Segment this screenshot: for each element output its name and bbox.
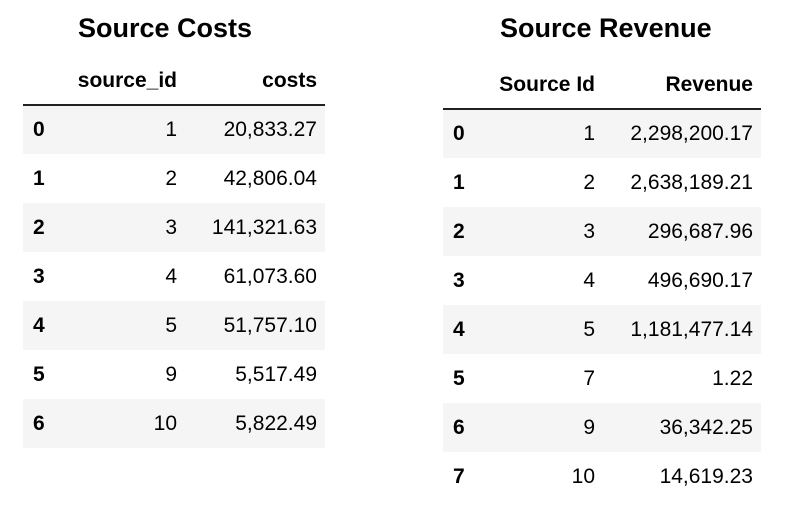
table-row: 4 5 1,181,477.14 [443, 305, 761, 354]
costs-costs-cell: 5,822.49 [235, 411, 317, 435]
costs-source-id-cell: 10 [153, 411, 177, 435]
costs-costs-header: costs [185, 58, 325, 106]
revenue-revenue-cell: 1.22 [712, 366, 753, 390]
revenue-table-body: 0 1 2,298,200.17 1 2 2,638,189.21 2 3 296,687.96… [443, 109, 761, 501]
costs-index-header [23, 58, 65, 106]
revenue-source-id-cell: 4 [583, 268, 595, 292]
costs-source-id-cell: 4 [165, 264, 177, 288]
table-row: 6 9 36,342.25 [443, 403, 761, 452]
revenue-index-cell: 2 [453, 219, 465, 243]
revenue-index-cell: 5 [453, 366, 465, 390]
revenue-source-id-cell: 7 [583, 366, 595, 390]
revenue-revenue-cell: 2,638,189.21 [630, 170, 753, 194]
costs-source-id-cell: 9 [165, 362, 177, 386]
costs-index-cell: 0 [33, 118, 45, 141]
costs-table: source_id costs 0 1 20,833.27 1 2 42,806.04 2 3… [23, 58, 325, 448]
table-row: 0 1 20,833.27 [23, 105, 325, 154]
revenue-source-id-cell: 10 [571, 464, 595, 488]
costs-source-id-cell: 2 [165, 166, 177, 190]
table-row: 2 3 296,687.96 [443, 207, 761, 256]
revenue-source-id-header: Source Id [485, 62, 603, 110]
costs-source-id-cell: 5 [165, 313, 177, 337]
revenue-revenue-cell: 14,619.23 [659, 464, 753, 488]
revenue-source-id-cell: 1 [583, 122, 595, 145]
revenue-table: Source Id Revenue 0 1 2,298,200.17 1 2 2,638,… [443, 62, 761, 501]
costs-table-body: 0 1 20,833.27 1 2 42,806.04 2 3 141,321.63 3 4 61,0… [23, 105, 325, 448]
costs-index-cell: 5 [33, 362, 45, 386]
table-row: 5 7 1.22 [443, 354, 761, 403]
table-row: 3 4 496,690.17 [443, 256, 761, 305]
table-row: 1 2 42,806.04 [23, 154, 325, 203]
revenue-source-id-cell: 3 [583, 219, 595, 243]
revenue-header-row: Source Id Revenue [443, 62, 761, 110]
costs-index-cell: 1 [33, 166, 45, 190]
revenue-index-cell: 3 [453, 268, 465, 292]
table-row: 6 10 5,822.49 [23, 399, 325, 448]
revenue-revenue-cell: 496,690.17 [647, 268, 753, 292]
table-row: 3 4 61,073.60 [23, 252, 325, 301]
revenue-index-cell: 1 [453, 170, 465, 194]
table-row: 5 9 5,517.49 [23, 350, 325, 399]
revenue-index-cell: 6 [453, 415, 465, 439]
revenue-revenue-cell: 2,298,200.17 [630, 122, 753, 145]
table-row: 7 10 14,619.23 [443, 452, 761, 501]
costs-costs-cell: 51,757.10 [223, 313, 317, 337]
revenue-source-id-cell: 9 [583, 415, 595, 439]
revenue-index-cell: 4 [453, 317, 465, 341]
costs-index-cell: 3 [33, 264, 45, 288]
costs-index-cell: 6 [33, 411, 45, 435]
table-row: 0 1 2,298,200.17 [443, 109, 761, 158]
costs-source-id-cell: 3 [165, 215, 177, 239]
revenue-revenue-header: Revenue [603, 62, 761, 110]
table-row: 2 3 141,321.63 [23, 203, 325, 252]
costs-costs-cell: 5,517.49 [235, 362, 317, 386]
costs-index-cell: 2 [33, 215, 45, 239]
costs-costs-cell: 61,073.60 [223, 264, 317, 288]
costs-costs-cell: 141,321.63 [211, 215, 317, 239]
table-row: 4 5 51,757.10 [23, 301, 325, 350]
costs-index-cell: 4 [33, 313, 45, 337]
costs-costs-cell: 42,806.04 [223, 166, 317, 190]
costs-table-title: Source Costs [78, 13, 253, 43]
revenue-source-id-cell: 2 [583, 170, 595, 194]
revenue-revenue-cell: 36,342.25 [659, 415, 753, 439]
costs-costs-cell: 20,833.27 [223, 118, 317, 141]
revenue-table-title: Source Revenue [500, 13, 712, 43]
revenue-index-header [443, 62, 485, 110]
revenue-revenue-cell: 296,687.96 [647, 219, 753, 243]
revenue-index-cell: 0 [453, 122, 465, 145]
costs-source-id-cell: 1 [165, 118, 177, 141]
revenue-source-id-cell: 5 [583, 317, 595, 341]
costs-source-id-header: source_id [65, 58, 185, 106]
table-row: 1 2 2,638,189.21 [443, 158, 761, 207]
revenue-index-cell: 7 [453, 464, 465, 488]
costs-header-row: source_id costs [23, 58, 325, 106]
revenue-revenue-cell: 1,181,477.14 [630, 317, 753, 341]
